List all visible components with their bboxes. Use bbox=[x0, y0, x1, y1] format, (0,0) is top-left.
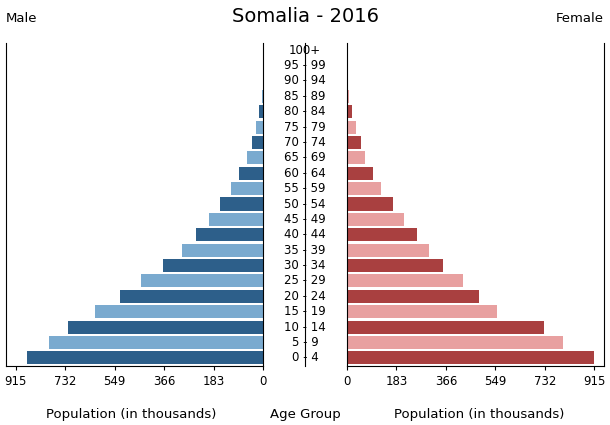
Bar bbox=[347, 90, 349, 103]
Text: 55 - 59: 55 - 59 bbox=[284, 182, 326, 195]
Text: Female: Female bbox=[556, 12, 604, 26]
Bar bbox=[347, 305, 497, 318]
Text: 75 - 79: 75 - 79 bbox=[284, 121, 326, 133]
Bar bbox=[209, 213, 263, 226]
Text: 95 - 99: 95 - 99 bbox=[284, 59, 326, 72]
Text: 70 - 74: 70 - 74 bbox=[284, 136, 326, 149]
Bar bbox=[347, 167, 373, 180]
Text: 30 - 34: 30 - 34 bbox=[284, 259, 326, 272]
Bar bbox=[347, 74, 348, 88]
Bar bbox=[347, 320, 544, 334]
Text: 20 - 24: 20 - 24 bbox=[284, 290, 326, 303]
Bar bbox=[347, 336, 563, 349]
Bar bbox=[347, 290, 479, 303]
Bar bbox=[256, 121, 263, 133]
Text: 35 - 39: 35 - 39 bbox=[284, 244, 326, 257]
Text: Population (in thousands): Population (in thousands) bbox=[46, 408, 217, 421]
Bar bbox=[347, 351, 594, 364]
Bar bbox=[239, 167, 263, 180]
Text: 0 - 4: 0 - 4 bbox=[292, 351, 318, 364]
Text: 100+: 100+ bbox=[289, 44, 321, 57]
Text: 65 - 69: 65 - 69 bbox=[284, 151, 326, 164]
Text: 15 - 19: 15 - 19 bbox=[284, 305, 326, 318]
Text: Male: Male bbox=[6, 12, 38, 26]
Bar bbox=[247, 151, 263, 164]
Text: Population (in thousands): Population (in thousands) bbox=[393, 408, 564, 421]
Bar bbox=[27, 351, 263, 364]
Text: 40 - 44: 40 - 44 bbox=[284, 228, 326, 241]
Bar bbox=[347, 182, 381, 195]
Bar bbox=[347, 244, 429, 257]
Bar bbox=[120, 290, 263, 303]
Text: 60 - 64: 60 - 64 bbox=[284, 167, 326, 180]
Bar bbox=[347, 275, 463, 287]
Bar bbox=[182, 244, 263, 257]
Bar bbox=[347, 121, 356, 133]
Text: 90 - 94: 90 - 94 bbox=[284, 74, 326, 88]
Text: Age Group: Age Group bbox=[270, 408, 340, 421]
Bar bbox=[253, 136, 263, 149]
Text: 85 - 89: 85 - 89 bbox=[284, 90, 326, 103]
Bar bbox=[231, 182, 263, 195]
Bar bbox=[95, 305, 263, 318]
Bar bbox=[347, 213, 404, 226]
Text: 80 - 84: 80 - 84 bbox=[284, 105, 326, 118]
Text: 5 - 9: 5 - 9 bbox=[292, 336, 318, 349]
Text: 25 - 29: 25 - 29 bbox=[284, 275, 326, 287]
Bar bbox=[347, 105, 352, 118]
Bar bbox=[196, 228, 263, 241]
Bar bbox=[259, 105, 263, 118]
Bar bbox=[220, 198, 263, 210]
Bar bbox=[347, 198, 393, 210]
Bar bbox=[347, 259, 443, 272]
Bar bbox=[347, 151, 365, 164]
Text: 10 - 14: 10 - 14 bbox=[284, 320, 326, 334]
Bar bbox=[347, 136, 361, 149]
Bar bbox=[347, 228, 417, 241]
Bar bbox=[163, 259, 263, 272]
Text: 45 - 49: 45 - 49 bbox=[284, 213, 326, 226]
Text: Somalia - 2016: Somalia - 2016 bbox=[232, 6, 378, 26]
Bar bbox=[49, 336, 263, 349]
Bar bbox=[142, 275, 263, 287]
Text: 50 - 54: 50 - 54 bbox=[284, 198, 326, 210]
Bar bbox=[262, 90, 263, 103]
Bar bbox=[68, 320, 263, 334]
